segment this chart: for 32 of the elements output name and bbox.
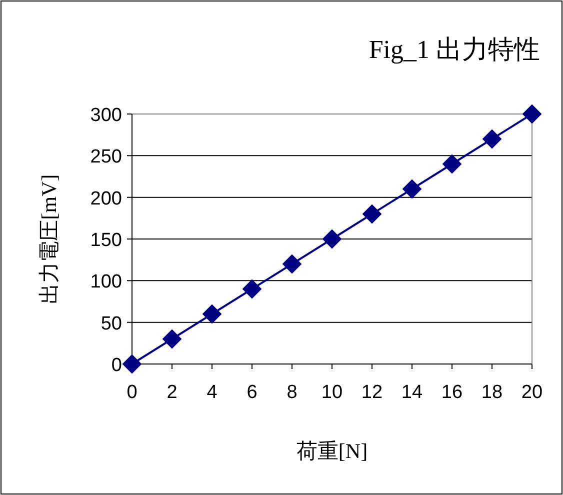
point — [482, 130, 502, 148]
point — [282, 254, 302, 274]
chart-title: Fig_1 出力特性 — [368, 35, 540, 64]
y-tick-label: 300 — [90, 105, 122, 126]
point — [202, 304, 222, 324]
x-tick-label: 20 — [521, 382, 543, 403]
x-tick-label: 10 — [321, 382, 343, 403]
x-axis-title: 荷重[N] — [296, 439, 368, 463]
point — [402, 180, 422, 198]
point — [362, 204, 382, 224]
y-tick-label: 200 — [90, 188, 122, 210]
x-tick-label: 18 — [481, 382, 503, 403]
y-axis-title: 出力電圧[mV] — [37, 174, 61, 304]
y-tick-label: 150 — [90, 230, 122, 251]
y-tick-label: 50 — [100, 313, 122, 334]
x-tick-label: 4 — [206, 382, 218, 403]
y-tick-label: 250 — [90, 146, 122, 168]
point — [522, 104, 542, 124]
x-tick-label: 6 — [246, 382, 258, 403]
y-tick-label: 100 — [90, 272, 122, 293]
x-tick-label: 16 — [441, 382, 463, 403]
x-tick-label: 8 — [286, 382, 298, 403]
point — [242, 280, 262, 298]
x-tick-label: 14 — [401, 382, 423, 403]
point — [322, 230, 342, 248]
x-tick-label: 12 — [361, 382, 383, 403]
point — [442, 154, 462, 174]
x-tick-label: 0 — [126, 382, 138, 403]
point — [162, 330, 182, 348]
x-tick-label: 2 — [166, 382, 178, 403]
point — [122, 354, 142, 374]
y-tick-label: 0 — [111, 355, 122, 376]
